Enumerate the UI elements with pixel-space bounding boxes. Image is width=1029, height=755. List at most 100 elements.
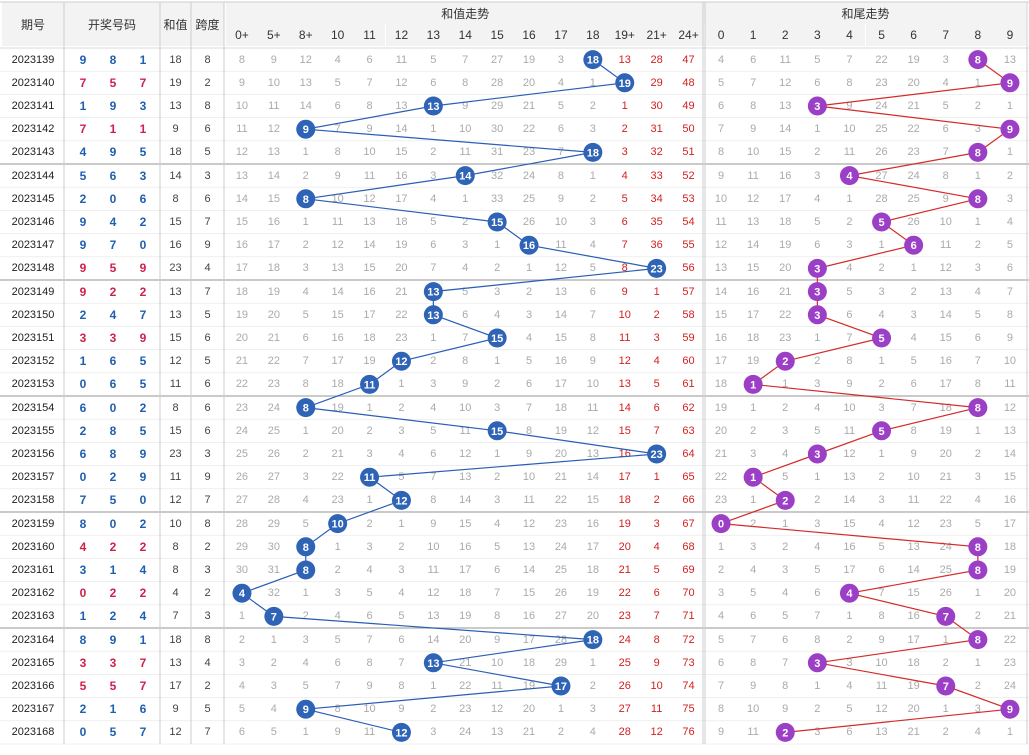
- tail-omission-cell: 8: [717, 703, 725, 716]
- sum-omission-cell: 19: [395, 239, 408, 252]
- svg-text:2: 2: [782, 727, 788, 739]
- tail-omission-cell: 11: [940, 239, 952, 252]
- span-value: 6: [204, 331, 211, 344]
- tail-omission-cell: 13: [779, 99, 792, 112]
- sum-omission-cell: 64: [682, 447, 695, 460]
- svg-text:19: 19: [619, 78, 631, 90]
- sum-omission-cell: 23: [267, 378, 280, 391]
- tail-omission-cell: 10: [875, 656, 888, 669]
- tail-omission-cell: 19: [907, 679, 920, 692]
- sum-value: 14: [169, 169, 182, 182]
- draw-digit: 0: [79, 725, 87, 740]
- draw-digit: 9: [79, 284, 87, 299]
- sum-omission-cell: 1: [589, 76, 596, 89]
- svg-text:7: 7: [943, 611, 949, 623]
- tail-omission-cell: 18: [939, 401, 952, 414]
- sum-omission-cell: 13: [491, 726, 504, 739]
- tail-omission-cell: 8: [942, 169, 949, 182]
- sum-omission-cell: 22: [235, 378, 249, 391]
- tail-omission-cell: 23: [1003, 656, 1017, 669]
- draw-digit: 3: [139, 98, 147, 113]
- sum-omission-cell: 19: [459, 610, 472, 623]
- tail-omission-cell: 5: [974, 517, 981, 530]
- tail-omission-cell: 2: [974, 447, 981, 460]
- sum-omission-cell: 24: [522, 169, 536, 182]
- issue-number: 2023161: [11, 563, 55, 576]
- sum-omission-cell: 25: [267, 424, 280, 437]
- sum-omission-cell: 15: [267, 192, 280, 205]
- tail-omission-cell: 11: [843, 146, 856, 159]
- sum-omission-cell: 3: [653, 517, 660, 530]
- tail-omission-cell: 1: [1006, 99, 1013, 112]
- svg-text:8: 8: [975, 55, 981, 67]
- tail-ball: 5: [872, 421, 892, 441]
- sum-omission-cell: 54: [682, 215, 695, 228]
- svg-text:3: 3: [814, 310, 820, 322]
- sum-omission-cell: 23: [554, 517, 568, 530]
- sum-omission-cell: 3: [557, 53, 564, 66]
- sum-omission-cell: 15: [235, 215, 249, 228]
- svg-text:14: 14: [459, 171, 472, 183]
- tail-omission-cell: 10: [1003, 355, 1017, 368]
- span-value: 3: [204, 610, 211, 623]
- tail-omission-cell: 1: [974, 215, 981, 228]
- svg-text:1: 1: [750, 472, 756, 484]
- sum-ball: 15: [487, 328, 507, 348]
- sum-omission-cell: 20: [395, 262, 408, 275]
- sum-omission-cell: 29: [650, 76, 663, 89]
- sum-omission-cell: 10: [427, 540, 440, 553]
- sum-omission-cell: 14: [267, 169, 280, 182]
- tail-omission-cell: 4: [814, 192, 821, 205]
- tail-omission-cell: 12: [747, 192, 760, 205]
- sum-omission-cell: 9: [462, 378, 469, 391]
- sum-omission-cell: 8: [334, 146, 341, 159]
- sum-omission-cell: 20: [459, 633, 472, 646]
- draw-digit: 9: [79, 238, 87, 253]
- sum-omission-cell: 1: [398, 517, 405, 530]
- sum-ball: 13: [423, 305, 443, 325]
- svg-text:1: 1: [750, 379, 756, 391]
- sum-omission-cell: 17: [331, 355, 344, 368]
- tail-omission-cell: 17: [714, 355, 728, 368]
- tail-omission-cell: 7: [846, 53, 853, 66]
- sum-omission-cell: 19: [363, 355, 376, 368]
- svg-text:8: 8: [303, 542, 309, 554]
- tail-ball: 2: [775, 351, 795, 371]
- tail-omission-cell: 7: [974, 355, 981, 368]
- sum-omission-cell: 3: [621, 146, 628, 159]
- sum-ball: 19: [615, 73, 635, 93]
- sum-omission-cell: 5: [398, 610, 405, 623]
- tail-omission-cell: 6: [717, 99, 725, 112]
- tail-omission-cell: 1: [878, 239, 885, 252]
- tail-omission-cell: 3: [814, 378, 821, 391]
- sum-omission-cell: 9: [653, 656, 660, 669]
- svg-text:2: 2: [782, 356, 788, 368]
- svg-text:5: 5: [878, 217, 884, 229]
- draw-digit: 2: [109, 539, 117, 554]
- tail-omission-cell: 25: [907, 192, 920, 205]
- sum-omission-cell: 9: [398, 703, 405, 716]
- sum-omission-cell: 14: [554, 308, 568, 321]
- sum-omission-cell: 3: [398, 563, 405, 576]
- issue-number: 2023145: [11, 192, 55, 205]
- sum-omission-cell: 14: [618, 401, 631, 414]
- svg-text:4: 4: [239, 588, 246, 600]
- span-value: 2: [204, 587, 211, 600]
- tail-omission-cell: 4: [878, 308, 885, 321]
- sum-omission-cell: 6: [621, 215, 628, 228]
- sum-omission-cell: 2: [302, 169, 309, 182]
- sum-omission-cell: 15: [363, 262, 376, 275]
- tail-omission-cell: 1: [750, 494, 757, 507]
- sum-omission-cell: 6: [366, 53, 373, 66]
- sum-omission-cell: 2: [302, 610, 309, 623]
- span-value: 3: [204, 447, 211, 460]
- draw-digit: 6: [139, 191, 147, 206]
- tail-omission-cell: 5: [974, 308, 981, 321]
- tail-ball: 5: [872, 212, 892, 232]
- sum-omission-cell: 7: [494, 587, 501, 600]
- tail-omission-cell: 6: [782, 633, 789, 646]
- sum-omission-cell: 4: [334, 53, 341, 66]
- sum-omission-cell: 3: [653, 331, 660, 344]
- tail-omission-cell: 13: [843, 471, 856, 484]
- tail-omission-cell: 7: [846, 331, 853, 344]
